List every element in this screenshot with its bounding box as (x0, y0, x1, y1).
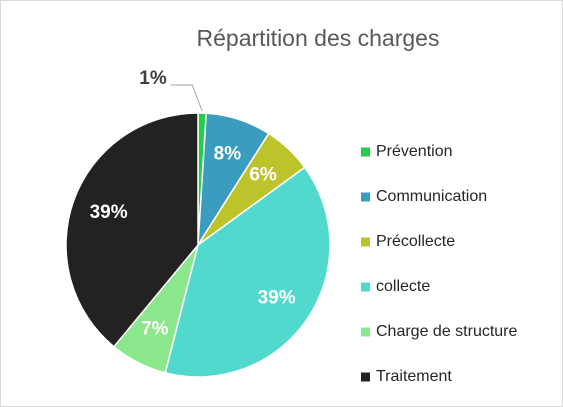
legend-swatch (361, 237, 370, 247)
chart-title: Répartition des charges (197, 25, 440, 51)
legend-swatch (361, 372, 370, 382)
pie-slice (65, 112, 199, 348)
legend-label: Charge de structure (376, 323, 518, 340)
data-label: 7% (141, 319, 169, 340)
legend-label: Communication (376, 188, 487, 205)
legend-label: Traitement (376, 368, 452, 385)
legend-label: Prévention (376, 143, 453, 160)
pie-slice (164, 166, 331, 378)
data-label: 39% (90, 202, 128, 223)
data-label: 1% (139, 68, 167, 89)
legend-swatch (361, 282, 370, 292)
legend-label: Précollecte (376, 233, 455, 250)
leader-line (171, 84, 203, 112)
data-label: 8% (214, 144, 242, 165)
data-label: 6% (249, 165, 277, 186)
legend-swatch (361, 192, 370, 202)
legend-label: collecte (376, 278, 430, 295)
legend-swatch (361, 327, 370, 337)
legend-swatch (361, 147, 370, 157)
data-label: 39% (258, 287, 296, 308)
